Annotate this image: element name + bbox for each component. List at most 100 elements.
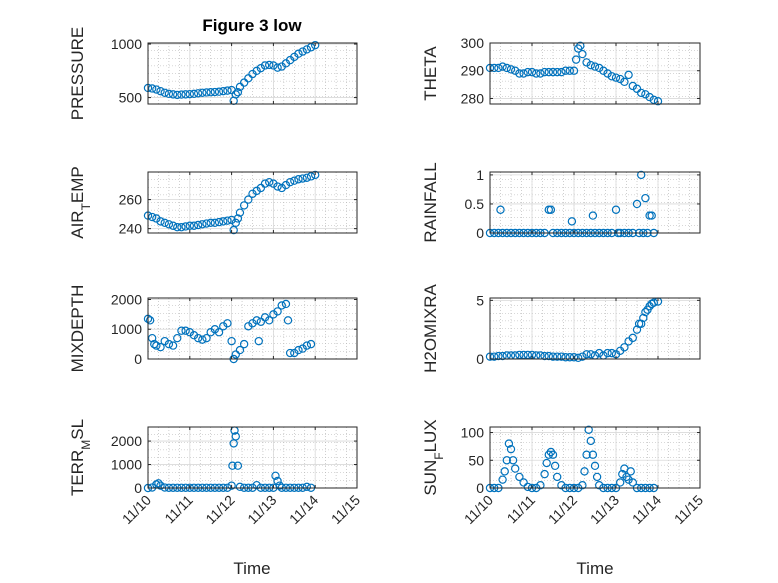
data-point bbox=[252, 186, 261, 196]
y-tick-label: 0.5 bbox=[465, 196, 485, 212]
data-point bbox=[181, 326, 190, 335]
data-point bbox=[181, 90, 190, 99]
y-axis-label: AIRTEMP bbox=[68, 166, 93, 239]
figure-title: Figure 3 low bbox=[202, 16, 302, 35]
data-point bbox=[283, 316, 293, 325]
data-point bbox=[496, 205, 505, 214]
data-point bbox=[193, 333, 203, 343]
data-point bbox=[273, 307, 282, 316]
data-point bbox=[244, 195, 253, 204]
y-tick-label: 240 bbox=[119, 221, 143, 237]
data-point bbox=[252, 480, 261, 490]
y-tick-label: 280 bbox=[461, 90, 485, 106]
data-point bbox=[235, 82, 245, 92]
data-point bbox=[527, 67, 537, 77]
data-point bbox=[595, 63, 604, 73]
data-point bbox=[553, 67, 562, 77]
y-tick-label: 1000 bbox=[111, 321, 142, 337]
data-point bbox=[557, 67, 566, 77]
x-axis-label-left: Time bbox=[233, 559, 270, 578]
data-point bbox=[260, 61, 270, 70]
data-point bbox=[231, 432, 240, 441]
subplot-2: 280 290 300 THETA bbox=[421, 35, 701, 106]
x-tick-label: 11/14 bbox=[629, 492, 665, 528]
data-point bbox=[152, 341, 161, 350]
series-markers bbox=[143, 299, 316, 364]
data-point bbox=[219, 86, 228, 96]
y-tick-label: 100 bbox=[461, 425, 485, 441]
subplot-7: 0 1000 2000 11/10 11/11 11/12 11/13 11/14 11/15 T… bbox=[68, 419, 363, 527]
data-point bbox=[550, 461, 560, 471]
data-point bbox=[523, 67, 533, 77]
subplot-3: 240 260 AIRTEMP bbox=[68, 166, 358, 239]
axes-box bbox=[489, 42, 701, 105]
x-tick-label: 11/12 bbox=[545, 492, 581, 528]
data-point bbox=[632, 84, 642, 93]
data-point bbox=[198, 220, 207, 229]
data-point bbox=[494, 63, 503, 73]
data-point bbox=[649, 298, 659, 307]
data-point bbox=[160, 88, 169, 97]
data-point bbox=[548, 67, 558, 77]
data-point bbox=[565, 353, 575, 362]
data-point bbox=[239, 339, 249, 349]
data-point bbox=[290, 176, 299, 185]
data-point bbox=[302, 341, 312, 350]
data-point bbox=[219, 217, 228, 226]
data-point bbox=[145, 316, 155, 325]
data-point bbox=[302, 45, 312, 54]
axes-box bbox=[489, 171, 701, 234]
data-point bbox=[223, 319, 232, 328]
data-point bbox=[265, 60, 274, 70]
y-tick-label: 1000 bbox=[111, 457, 142, 473]
data-point bbox=[285, 177, 295, 187]
data-point bbox=[506, 444, 516, 454]
axes-box bbox=[147, 426, 358, 489]
data-point bbox=[147, 84, 157, 93]
data-point bbox=[206, 218, 215, 228]
axes-box bbox=[147, 42, 358, 105]
data-point bbox=[229, 225, 238, 235]
data-point bbox=[231, 90, 240, 99]
data-point bbox=[210, 218, 220, 228]
y-axis-label: SUNFLUX bbox=[421, 419, 446, 495]
data-point bbox=[498, 475, 507, 484]
data-point bbox=[580, 467, 589, 476]
data-point bbox=[214, 328, 224, 337]
data-point bbox=[502, 456, 511, 465]
data-point bbox=[628, 478, 638, 487]
x-tick-label: 11/14 bbox=[286, 492, 322, 528]
y-tick-label: 50 bbox=[468, 452, 484, 468]
data-point bbox=[311, 40, 320, 50]
data-point bbox=[311, 170, 320, 180]
data-point bbox=[164, 220, 174, 229]
data-point bbox=[592, 472, 602, 482]
data-point bbox=[302, 173, 312, 183]
data-point bbox=[273, 63, 282, 72]
y-axis-label: H2OMIXRA bbox=[421, 283, 440, 372]
data-point bbox=[235, 482, 245, 492]
data-point bbox=[206, 88, 215, 97]
y-tick-label: 300 bbox=[461, 35, 485, 51]
data-point bbox=[536, 481, 545, 490]
data-point bbox=[599, 66, 608, 75]
data-point bbox=[193, 89, 203, 98]
data-point bbox=[202, 219, 211, 228]
data-point bbox=[214, 217, 224, 227]
x-tick-label: 11/11 bbox=[503, 492, 538, 527]
y-axis-label: THETA bbox=[421, 46, 440, 101]
y-tick-label: 260 bbox=[119, 192, 143, 208]
data-point bbox=[281, 180, 291, 190]
subplot-4: 0 0.5 1 RAINFALL bbox=[421, 162, 701, 243]
data-point bbox=[231, 218, 240, 228]
data-point bbox=[281, 299, 291, 309]
data-point bbox=[519, 69, 528, 78]
data-point bbox=[532, 69, 541, 78]
data-point bbox=[181, 222, 190, 231]
data-point bbox=[540, 469, 549, 479]
data-point bbox=[244, 74, 253, 83]
y-axis-label: PRESSURE bbox=[68, 27, 87, 121]
data-point bbox=[193, 220, 203, 230]
data-point bbox=[653, 97, 663, 106]
data-point bbox=[616, 478, 625, 487]
